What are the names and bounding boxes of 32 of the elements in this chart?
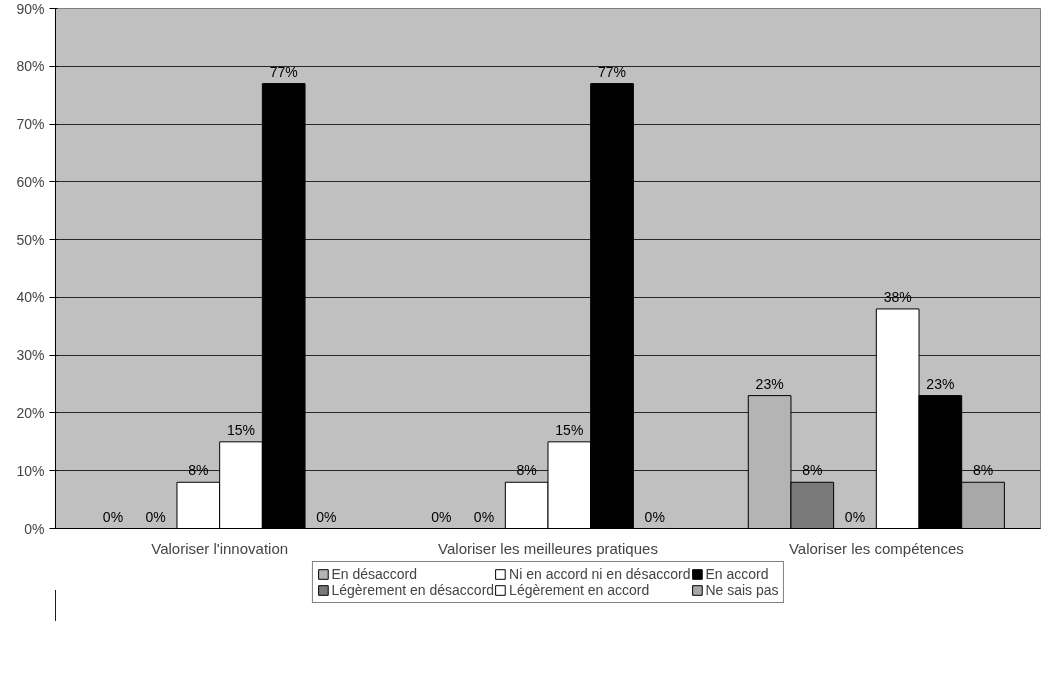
data-label: 15%: [227, 421, 256, 438]
data-label: 23%: [755, 375, 784, 392]
legend-label: Ne sais pas: [705, 582, 779, 598]
y-tick-label: 80%: [16, 58, 45, 75]
data-label: 15%: [555, 421, 584, 438]
y-tick-label: 70%: [16, 116, 45, 133]
data-label: 23%: [926, 375, 955, 392]
y-tick-label: 40%: [16, 289, 45, 306]
data-label: 0%: [102, 508, 124, 525]
x-tick-label: Valoriser les meilleures pratiques: [438, 539, 658, 557]
data-label: 0%: [473, 508, 495, 525]
data-label: 0%: [844, 508, 866, 525]
data-label: 0%: [644, 508, 665, 525]
y-tick-label: 10%: [16, 462, 45, 479]
y-tick-label: 50%: [16, 231, 45, 248]
data-label: 77%: [598, 63, 627, 80]
data-label: 0%: [431, 508, 452, 525]
legend-label: Ni en accord ni en désaccord: [509, 566, 691, 582]
x-tick-label: Valoriser l'innovation: [151, 539, 289, 557]
data-label: 0%: [316, 508, 337, 525]
y-tick-label: 0%: [24, 520, 45, 537]
data-label: 0%: [145, 508, 166, 525]
y-tick-label: 90%: [16, 0, 45, 17]
legend-label: Légèrement en désaccord: [331, 582, 495, 598]
legend-label: En désaccord: [331, 566, 418, 582]
y-tick-label: 60%: [16, 173, 45, 190]
data-label: 77%: [269, 63, 298, 80]
legend-label: Légèrement en accord: [509, 582, 650, 598]
y-tick-label: 30%: [16, 347, 45, 364]
y-tick-label: 20%: [16, 404, 45, 421]
x-tick-label: Valoriser les compétences: [788, 539, 964, 557]
legend-label: En accord: [705, 566, 769, 582]
